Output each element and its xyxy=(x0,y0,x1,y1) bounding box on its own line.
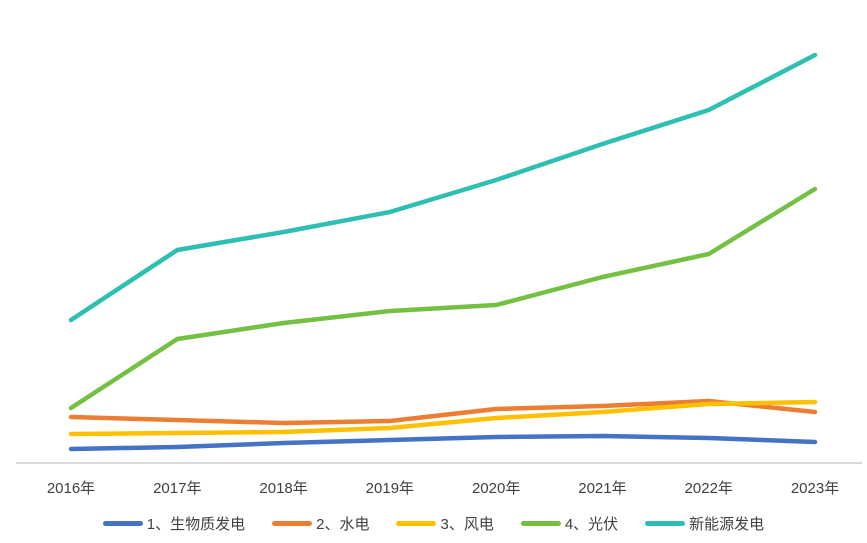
series-line xyxy=(68,433,818,452)
legend-item: 1、生物质发电 xyxy=(102,513,246,534)
legend-swatch-icon xyxy=(272,520,313,526)
legend-swatch-icon xyxy=(645,520,686,526)
legend-swatch-icon xyxy=(396,520,437,526)
x-axis-label: 2023年 xyxy=(790,480,840,497)
legend-label: 3、风电 xyxy=(440,515,494,533)
x-axis-label: 2017年 xyxy=(153,480,202,497)
legend-item: 4、光伏 xyxy=(520,513,619,534)
legend-item: 2、水电 xyxy=(272,513,369,534)
legend-label: 新能源发电 xyxy=(689,515,765,533)
x-axis-label: 2016年 xyxy=(46,480,96,497)
series-line xyxy=(68,399,818,437)
x-axis-label: 2021年 xyxy=(578,480,627,497)
legend-label: 4、光伏 xyxy=(564,515,619,533)
series-line xyxy=(68,398,818,426)
legend-label: 1、生物质发电 xyxy=(146,515,246,533)
x-axis: 2016年 2017年 2018年 2019年 2020年 2021年 2022年 2023年 xyxy=(0,477,867,497)
legend-label: 2、水电 xyxy=(316,515,370,533)
series-line xyxy=(68,52,818,323)
x-axis-label: 2019年 xyxy=(365,480,415,497)
x-axis-label: 2020年 xyxy=(471,480,521,497)
x-axis-label: 2018年 xyxy=(259,480,308,497)
x-axis-line xyxy=(16,462,862,464)
legend-item: 3、风电 xyxy=(396,513,494,534)
legend-swatch-icon xyxy=(102,520,143,526)
chart-legend: 1、生物质发电 2、水电 3、风电 4、光伏 新能源发电 xyxy=(0,510,867,536)
series-line xyxy=(68,186,818,411)
legend-item: 新能源发电 xyxy=(645,513,764,534)
x-axis-label: 2022年 xyxy=(684,480,733,497)
legend-swatch-icon xyxy=(520,520,561,526)
